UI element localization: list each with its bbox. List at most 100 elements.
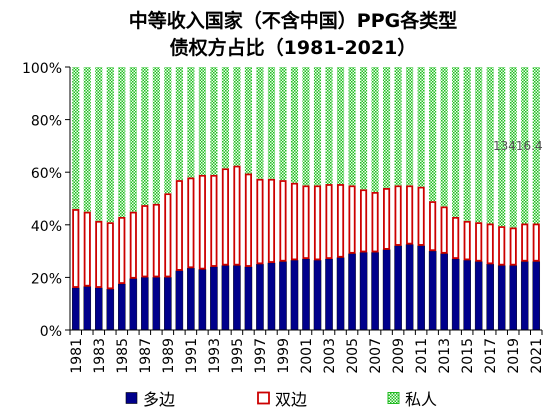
bar-segment-multilateral: [336, 257, 345, 331]
x-axis: 1981 1983 1985 1987 1989 1991 1993 1995 1997 1999…: [69, 329, 545, 374]
bar-segment-private: [290, 67, 299, 183]
bar-segment-private: [244, 67, 253, 174]
bar-segment-private: [118, 67, 126, 217]
bar-segment-private: [486, 67, 494, 224]
bar-segment-multilateral: [256, 264, 264, 331]
bar-segment-bilateral: [440, 206, 448, 254]
bar-segment-bilateral: [313, 185, 322, 261]
bar-stack-1996: [244, 67, 253, 331]
bar-segment-multilateral: [474, 261, 483, 331]
y-tick-label: 100%: [22, 61, 62, 77]
bar-segment-private: [463, 67, 471, 221]
bar-segment-private: [164, 67, 172, 194]
bar-segment-bilateral: [221, 168, 229, 266]
bar-stack-2007: [371, 67, 379, 331]
bar-segment-bilateral: [383, 187, 391, 250]
y-tick-label: 20%: [31, 271, 62, 287]
bar-segment-bilateral: [187, 177, 195, 269]
legend-label: 双边: [275, 390, 307, 409]
x-tick-label: 2019: [506, 338, 522, 374]
bar-segment-bilateral: [290, 182, 299, 261]
legend-label: 私人: [405, 390, 437, 409]
bars: [71, 67, 541, 331]
bar-stack-2012: [428, 67, 437, 331]
bar-segment-bilateral: [164, 193, 172, 278]
bar-segment-bilateral: [141, 205, 149, 278]
bar-segment-multilateral: [198, 269, 207, 331]
bar-segment-multilateral: [359, 252, 368, 331]
bar-stack-2016: [474, 67, 483, 331]
bar-segment-bilateral: [267, 178, 276, 263]
x-tick-label: 2007: [368, 338, 384, 374]
x-tick-label: 2001: [299, 338, 315, 374]
bar-stack-1989: [164, 67, 172, 331]
bar-segment-multilateral: [428, 250, 437, 331]
bar-segment-bilateral: [129, 211, 137, 279]
bar-segment-bilateral: [106, 222, 114, 290]
bar-segment-private: [267, 67, 276, 179]
bar-segment-multilateral: [451, 258, 460, 331]
bar-segment-private: [359, 67, 368, 190]
bar-segment-private: [348, 67, 356, 186]
bar-segment-bilateral: [83, 211, 91, 287]
x-tick-label: 2021: [529, 338, 545, 374]
bar-stack-1985: [118, 67, 126, 331]
bar-segment-multilateral: [486, 264, 494, 331]
bar-segment-multilateral: [244, 266, 253, 331]
bar-segment-private: [279, 67, 287, 181]
bar-segment-multilateral: [463, 260, 471, 331]
y-tick-label: 0%: [40, 324, 62, 340]
bar-segment-multilateral: [290, 260, 299, 331]
bar-stack-1995: [233, 67, 241, 331]
x-tick-label: 2005: [345, 338, 361, 374]
bar-stack-2020: [520, 67, 529, 331]
bar-segment-private: [521, 67, 529, 224]
x-tick-label: 2015: [460, 338, 476, 374]
y-axis: 0% 20% 40% 60% 80% 100%: [22, 61, 71, 340]
bar-segment-bilateral: [509, 227, 517, 266]
bar-segment-private: [302, 67, 310, 186]
bar-segment-multilateral: [302, 258, 310, 331]
bar-segment-bilateral: [463, 220, 471, 261]
bar-stack-2011: [417, 67, 425, 331]
bar-stack-2001: [302, 67, 310, 331]
bar-stack-1998: [267, 67, 276, 331]
bar-segment-bilateral: [279, 180, 287, 262]
bar-segment-multilateral: [95, 287, 103, 331]
x-tick-label: 1993: [207, 338, 223, 374]
bar-stack-2021: [532, 67, 541, 331]
chart-title-line-2: 债权方占比（1981-2021）: [170, 36, 417, 59]
bar-segment-private: [72, 67, 80, 210]
bar-stack-2009: [394, 67, 402, 331]
bar-segment-private: [152, 67, 160, 204]
bar-segment-multilateral: [520, 261, 529, 331]
bar-segment-bilateral: [429, 201, 437, 252]
bar-stack-1997: [256, 67, 264, 331]
bar-segment-bilateral: [95, 220, 103, 288]
bar-stack-1999: [279, 67, 287, 331]
bar-stack-2006: [359, 67, 368, 331]
bar-segment-private: [475, 67, 483, 223]
bar-stack-1982: [83, 67, 92, 331]
bar-segment-bilateral: [417, 186, 425, 246]
bar-segment-multilateral: [141, 277, 149, 331]
bar-stack-2002: [313, 67, 322, 331]
bar-stack-2014: [451, 67, 460, 331]
bar-segment-private: [256, 67, 264, 179]
bar-segment-private: [95, 67, 103, 221]
bar-stack-2005: [348, 67, 356, 331]
bar-stack-1986: [129, 67, 138, 331]
bar-stack-2015: [463, 67, 471, 331]
bar-segment-multilateral: [532, 261, 541, 331]
bar-segment-bilateral: [118, 216, 126, 284]
bar-segment-private: [440, 67, 448, 207]
bar-segment-private: [198, 67, 206, 175]
bar-segment-multilateral: [83, 286, 92, 331]
bar-segment-private: [221, 67, 229, 169]
bar-segment-bilateral: [210, 174, 218, 267]
x-tick-label: 1989: [161, 338, 177, 374]
bar-segment-private: [498, 67, 506, 227]
bar-stack-1983: [95, 67, 103, 331]
bar-segment-bilateral: [256, 178, 264, 265]
bar-segment-multilateral: [313, 260, 322, 331]
